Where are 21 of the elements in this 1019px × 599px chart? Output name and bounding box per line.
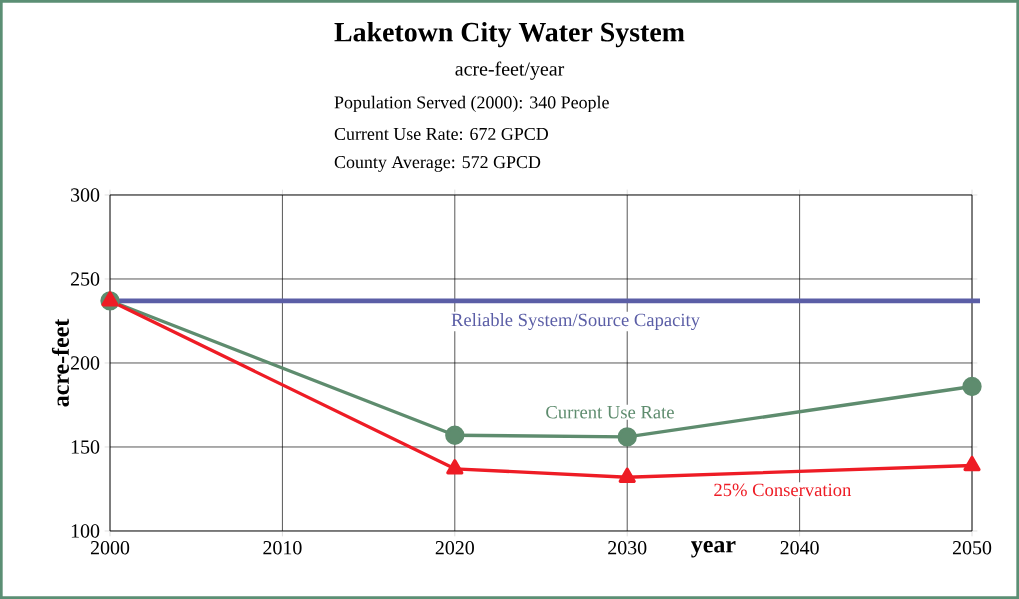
x-tick-label: 2040: [780, 541, 819, 555]
x-tick-label: 2030: [608, 541, 647, 555]
x-axis-title: year: [691, 541, 736, 558]
x-tick-label: 2020: [435, 541, 474, 555]
x-tick-label: 2010: [263, 541, 302, 555]
ref-line-label: Reliable System/Source Capacity: [451, 313, 700, 331]
x-tick-label: 2000: [90, 541, 130, 555]
series-label: Current Use Rate: [546, 405, 674, 419]
y-tick-label: 300: [71, 188, 100, 202]
y-tick-label: 250: [70, 272, 100, 286]
text: Current Use Rate: 672 GPCD: [334, 127, 548, 141]
y-tick-label: 150: [71, 440, 100, 454]
text: Population Served (2000): 340 People: [334, 95, 609, 113]
y-axis-title: acre-feet: [51, 318, 69, 407]
x-tick-label: 2050: [952, 541, 992, 555]
chart-subtitle: acre-feet/year: [455, 61, 565, 80]
series-label: 25% Conservation: [714, 483, 852, 497]
y-tick-label: 200: [70, 356, 100, 370]
y-tick-label: 100: [71, 524, 100, 538]
text: County Average: 572 GPCD: [334, 156, 541, 172]
chart-title: Laketown City Water System: [334, 21, 685, 48]
